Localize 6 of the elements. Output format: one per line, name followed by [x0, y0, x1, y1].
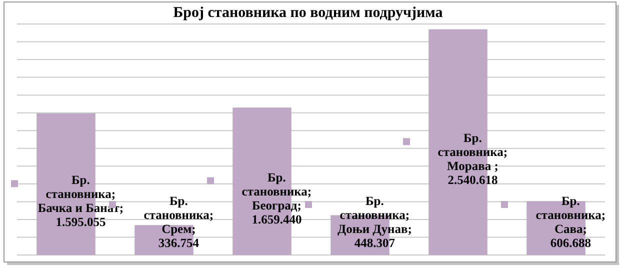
data-label: Бр. становника; Срем; 336.754 [144, 194, 214, 250]
data-label: Бр. становника; Сава; 606.688 [536, 194, 606, 250]
data-label: Бр. становника; Доњи Дунав; 448.307 [338, 194, 412, 250]
data-label: Бр. становника; Морава ; 2.540.618 [438, 131, 508, 188]
chart-title: Број становника по водним подручјима [173, 5, 444, 21]
data-label: Бр. становника; Београд; 1.659.440 [242, 170, 312, 226]
